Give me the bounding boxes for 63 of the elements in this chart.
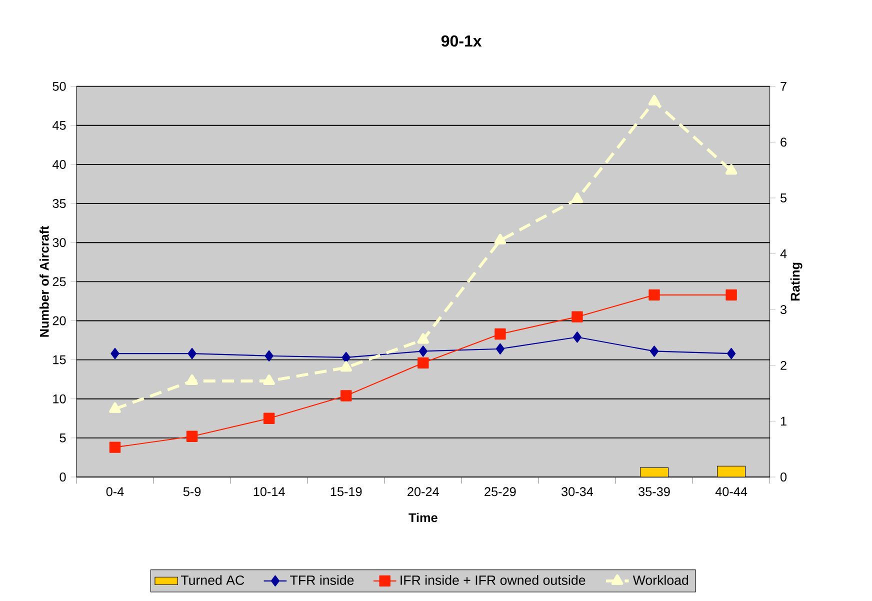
y-tick-label: 5 (60, 434, 66, 442)
point (109, 442, 121, 453)
y-tick-label: 50 (52, 82, 66, 91)
y-tick-label: 45 (52, 120, 66, 130)
point (417, 333, 430, 344)
y2-tick-label: 2 (780, 360, 786, 370)
point (110, 348, 120, 360)
y-tick-label: 0 (60, 472, 66, 482)
point (418, 357, 429, 369)
point (572, 311, 583, 322)
point (494, 328, 506, 340)
y-tick-label: 20 (52, 316, 66, 326)
y-tick-label: 35 (52, 199, 66, 208)
x-tick-label: 35-39 (638, 487, 670, 496)
point (726, 289, 737, 301)
point (418, 346, 428, 357)
point (340, 390, 352, 402)
y-tick-label: 10 (53, 394, 66, 404)
point (186, 430, 198, 442)
x-tick-label: 0-4 (106, 487, 124, 496)
point (650, 346, 659, 357)
y2-tick-label: 3 (780, 305, 786, 314)
y-tick-label: 30 (52, 238, 66, 248)
y2-tick-label: 5 (780, 194, 787, 202)
x-tick-label: 30-34 (562, 487, 594, 496)
y2-tick-label: 4 (780, 249, 787, 258)
y-tick-label: 15 (53, 355, 66, 364)
point (263, 412, 275, 424)
x-axis-title: Time (408, 512, 438, 522)
y-tick-label: 25 (52, 277, 66, 286)
y2-tick-label: 6 (780, 138, 786, 147)
legend-label: IFR inside + IFR owned outside (400, 575, 586, 585)
legend-label: TFR inside (290, 575, 354, 585)
legend-label: Turned AC (180, 575, 244, 585)
x-tick-label: 10-14 (254, 487, 285, 496)
y-tick-label: 40 (52, 160, 66, 169)
x-tick-label: 15-19 (330, 487, 362, 496)
point (726, 348, 736, 360)
y2-tick-label: 1 (780, 416, 786, 426)
point (496, 343, 505, 354)
point (109, 402, 121, 413)
x-tick-label: 20-24 (408, 487, 439, 496)
y2-tick-label: 0 (780, 472, 787, 482)
chart-title: 90-1x (441, 35, 482, 47)
y2-tick-label: 7 (780, 82, 786, 91)
point (725, 164, 738, 175)
x-tick-label: 40-44 (715, 487, 748, 496)
point (648, 94, 660, 106)
x-tick-label: 5-9 (183, 487, 201, 496)
point (648, 289, 660, 301)
legend-label: Workload (632, 575, 688, 585)
point (342, 352, 350, 364)
point (263, 374, 275, 386)
point (571, 192, 584, 204)
point (572, 332, 582, 343)
point (494, 234, 506, 244)
point (264, 350, 274, 362)
point (188, 348, 196, 360)
y2-axis-title: Rating (790, 262, 802, 301)
x-tick-label: 25-29 (484, 487, 516, 496)
y-axis-title: Number of Aircraft (40, 226, 49, 337)
point (340, 361, 352, 372)
point (186, 374, 198, 386)
